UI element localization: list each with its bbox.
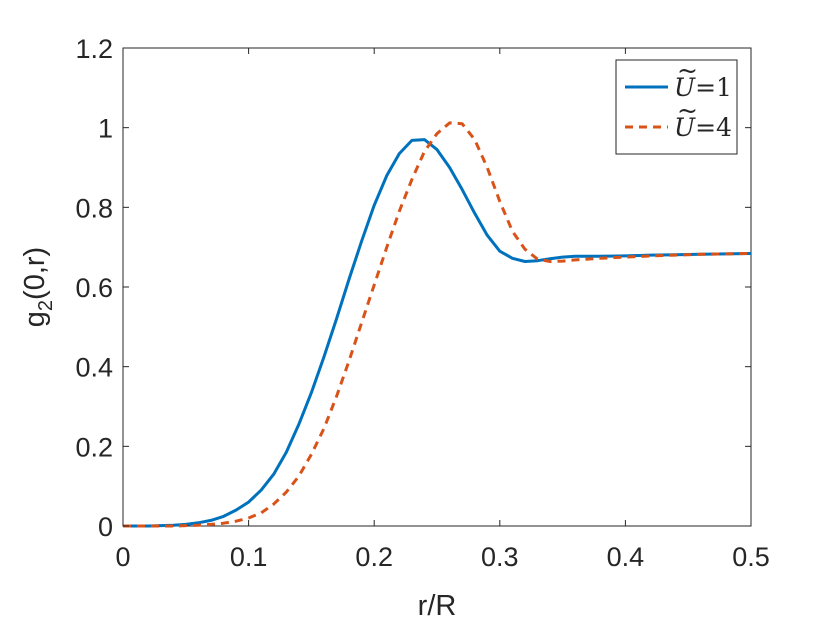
series-layer [123,121,752,528]
x-tick-label: 0.4 [607,542,645,572]
y-tick-label: 0.2 [75,432,113,462]
tilde-mark-series-1: ~ [677,56,698,85]
legend-label-series-2: U=4 [674,113,732,142]
y-axis-label: g2(0,r) [19,247,57,327]
legend-box [615,59,738,155]
y-tick-label: 1.2 [75,34,113,64]
series-line-1 [123,138,752,528]
x-tick-label: 0.2 [355,542,393,572]
x-tick-label: 0.5 [732,542,770,572]
y-tick-label: 0 [98,512,113,542]
legend: U=1 ~ U=4 ~ [615,56,738,155]
tilde-mark-series-2: ~ [677,96,698,125]
x-axis-label: r/R [418,590,457,622]
x-tick-label: 0 [115,542,130,572]
y-tick-label: 0.4 [75,353,113,383]
y-tick-label: 1 [98,114,113,144]
y-tick-label: 0.6 [75,273,113,303]
x-tick-label: 0.3 [481,542,519,572]
x-tick-label: 0.1 [230,542,268,572]
series-line-2 [123,121,752,528]
legend-label-series-1: U=1 [674,73,732,102]
tick-layer: 0 0.1 0.2 0.3 0.4 0.5 0 0.2 0.4 0.6 0.8 1 1.2 [75,34,769,572]
y-tick-label: 0.8 [75,193,113,223]
